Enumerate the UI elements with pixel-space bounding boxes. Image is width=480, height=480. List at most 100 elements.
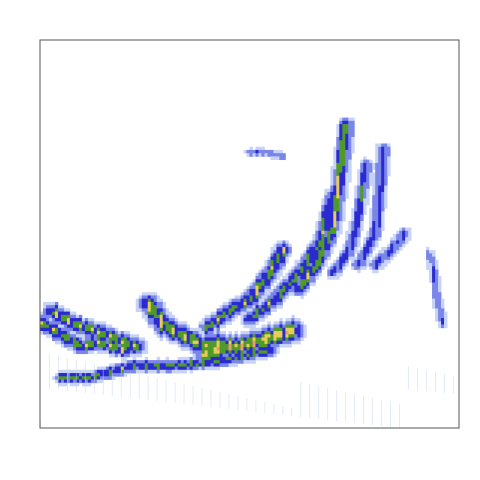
heatmap-cell — [165, 366, 170, 371]
heatmap-cell — [378, 250, 382, 254]
heatmap-cell — [339, 127, 343, 131]
heatmap-cell — [369, 259, 373, 264]
heatmap-cell — [357, 175, 361, 180]
heatmap-cell — [351, 124, 355, 128]
heatmap-cell — [69, 337, 74, 342]
heatmap-cell — [63, 314, 68, 319]
heatmap-cell — [315, 243, 319, 248]
heatmap-cell — [351, 133, 355, 138]
heatmap-cell — [288, 292, 292, 296]
heatmap-cell — [252, 298, 256, 303]
heatmap-cell — [207, 318, 211, 322]
heatmap-cell — [135, 340, 140, 345]
heatmap-cell — [303, 292, 307, 296]
heatmap-cell — [276, 153, 280, 157]
heatmap-cell — [342, 263, 346, 267]
heatmap-cell — [375, 263, 379, 267]
heatmap-cell — [96, 331, 101, 335]
heatmap-cell — [120, 373, 125, 377]
heatmap-cell — [255, 347, 259, 351]
heatmap-cell — [99, 340, 104, 345]
heatmap-cell — [135, 347, 140, 351]
heatmap-cell — [267, 343, 271, 348]
heatmap-cell — [72, 327, 77, 332]
heatmap-cell — [342, 253, 346, 258]
noise-streak — [417, 368, 418, 390]
heatmap-cell — [348, 224, 352, 228]
heatmap-cell — [333, 243, 337, 248]
heatmap-cell — [270, 149, 274, 154]
heatmap-cell — [285, 279, 289, 283]
heatmap-cell — [366, 185, 370, 190]
heatmap-cell — [342, 159, 346, 164]
heatmap-cell — [63, 324, 68, 329]
heatmap-cell — [372, 182, 376, 186]
heatmap-cell — [336, 169, 340, 173]
heatmap-cell — [297, 321, 301, 325]
heatmap-cell — [342, 172, 346, 177]
heatmap-cell — [264, 288, 268, 293]
heatmap-cell — [297, 266, 301, 270]
heatmap-cell — [261, 266, 265, 270]
heatmap-cell — [345, 156, 349, 161]
heatmap-cell — [255, 337, 259, 342]
heatmap-cell — [231, 350, 235, 355]
heatmap-cell — [330, 263, 334, 267]
heatmap-cell — [330, 214, 334, 219]
heatmap-cell — [102, 324, 107, 329]
heatmap-cell — [51, 301, 56, 306]
heatmap-cell — [261, 298, 265, 303]
heatmap-cell — [375, 208, 379, 212]
heatmap-cell — [318, 263, 322, 267]
heatmap-cell — [276, 324, 280, 329]
heatmap-cell — [96, 350, 101, 355]
heatmap-cell — [87, 343, 92, 348]
heatmap-cell — [360, 162, 364, 167]
heatmap-cell — [357, 237, 361, 241]
heatmap-cell — [363, 156, 367, 161]
heatmap-cell — [399, 246, 403, 251]
heatmap-cell — [354, 263, 358, 267]
heatmap-cell — [348, 146, 352, 151]
heatmap-cell — [444, 311, 448, 316]
heatmap-cell — [60, 318, 65, 322]
heatmap-cell — [234, 298, 238, 303]
heatmap-cell — [63, 343, 68, 348]
heatmap-cell — [300, 276, 304, 280]
heatmap-cell — [270, 272, 274, 277]
heatmap-cell — [276, 295, 280, 300]
heatmap-cell — [381, 201, 385, 206]
heatmap-cell — [294, 318, 298, 322]
heatmap-cell — [150, 298, 155, 303]
heatmap-cell — [117, 334, 122, 338]
heatmap-cell — [357, 224, 361, 228]
heatmap-cell — [279, 340, 283, 345]
heatmap-cell — [228, 301, 232, 306]
heatmap-cell — [219, 356, 223, 361]
heatmap-cell — [210, 331, 214, 335]
heatmap-cell — [273, 288, 277, 293]
heatmap-cell — [375, 201, 379, 206]
heatmap-cell — [324, 201, 328, 206]
heatmap-cell — [366, 166, 370, 170]
heatmap-cell — [90, 321, 95, 325]
heatmap-cell — [195, 366, 200, 371]
heatmap-cell — [273, 263, 277, 267]
heatmap-cell — [138, 353, 143, 358]
heatmap-cell — [243, 314, 247, 319]
heatmap-cell — [381, 204, 385, 209]
heatmap-cell — [384, 172, 388, 177]
heatmap-cell — [177, 331, 182, 335]
heatmap-cell — [246, 353, 250, 358]
heatmap-cell — [102, 321, 107, 325]
heatmap-cell — [339, 204, 343, 209]
heatmap-cell — [114, 366, 119, 371]
heatmap-cell — [321, 198, 325, 203]
heatmap-cell — [369, 211, 373, 215]
heatmap-cell — [360, 208, 364, 212]
heatmap-cell — [390, 240, 394, 245]
heatmap-cell — [273, 256, 277, 261]
heatmap-cell — [240, 318, 244, 322]
heatmap-cell — [255, 318, 259, 322]
heatmap-cell — [249, 321, 253, 325]
